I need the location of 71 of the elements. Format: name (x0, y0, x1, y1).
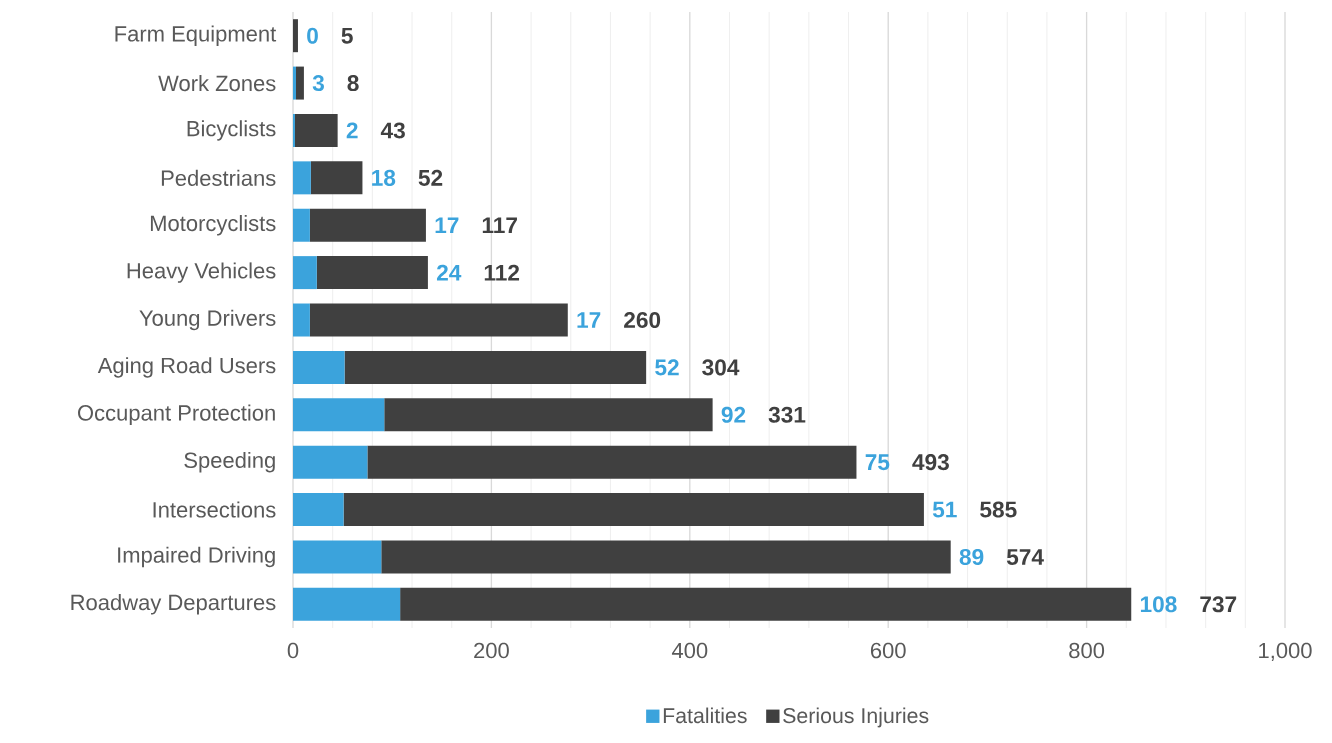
annotation: 108 (1140, 596, 1177, 613)
annotation: 51 (932, 501, 957, 518)
annotation: 3 (312, 75, 324, 92)
bar (293, 445, 368, 479)
bar (309, 208, 426, 242)
data-label: 304 (702, 359, 740, 376)
x-tick-label: 600 (870, 642, 906, 659)
data-label: 8 (347, 75, 359, 92)
annotation: 75 (865, 454, 890, 471)
bar (367, 445, 857, 479)
bar (384, 398, 713, 432)
annotation: 52 (655, 359, 679, 376)
annotation: 24 (436, 264, 462, 281)
bar (293, 540, 382, 574)
x-tick-label: 1,000 (1259, 642, 1312, 661)
bar (309, 303, 568, 337)
annotation: 17 (577, 312, 601, 328)
x-tick-label: 200 (474, 642, 509, 659)
bar (293, 350, 345, 384)
annotation: 92 (721, 406, 746, 423)
bar (293, 19, 298, 53)
bar (293, 66, 296, 100)
data-label: 260 (624, 311, 661, 329)
bar (293, 587, 401, 621)
bar (293, 398, 385, 432)
bar (293, 256, 317, 290)
y-tick-label: Occupant Protection (78, 404, 275, 426)
y-tick-label: Intersections (153, 501, 276, 518)
bar (293, 493, 344, 527)
data-label: 5 (341, 27, 353, 44)
bar (310, 161, 363, 195)
annotation: 0 (307, 27, 318, 44)
y-tick-label: Bicyclists (187, 120, 276, 141)
data-label: 493 (912, 454, 949, 471)
annotation: 18 (372, 169, 396, 186)
bar (400, 587, 1132, 621)
legend-label: Serious Injuries (783, 707, 929, 728)
data-label: 574 (1006, 549, 1044, 565)
annotation: 2 (346, 122, 358, 139)
bar (316, 256, 428, 290)
data-label: 43 (380, 122, 405, 139)
bar (343, 493, 924, 527)
data-label: 737 (1200, 596, 1237, 613)
bar (293, 303, 310, 337)
bar (381, 540, 951, 574)
y-tick-label: Speeding (184, 451, 275, 473)
data-label: 585 (980, 501, 1017, 518)
y-tick-label: Farm Equipment (115, 25, 277, 46)
bar (295, 66, 304, 100)
y-tick-label: Young Drivers (139, 309, 276, 331)
y-tick-label: Aging Road Users (97, 357, 276, 378)
bar (344, 350, 647, 384)
x-tick-label: 800 (1069, 642, 1105, 659)
y-tick-label: Motorcyclists (150, 214, 276, 236)
annotation: 17 (435, 217, 459, 234)
data-label: 112 (484, 264, 520, 281)
y-tick-label: Work Zones (158, 75, 276, 92)
x-tick-label: 400 (671, 642, 708, 659)
x-tick-label: 0 (287, 642, 299, 659)
bar (293, 161, 311, 195)
y-tick-label: Pedestrians (161, 169, 276, 186)
y-tick-label: Roadway Departures (71, 594, 276, 615)
data-label: 52 (418, 169, 443, 186)
y-tick-label: Impaired Driving (118, 546, 275, 568)
bar (293, 208, 310, 242)
legend-label: Fatalities (663, 707, 747, 724)
data-label: 117 (482, 217, 517, 234)
data-label: 331 (768, 406, 806, 423)
y-tick-label: Heavy Vehicles (127, 262, 276, 283)
bar (294, 113, 338, 147)
annotation: 89 (959, 548, 984, 565)
